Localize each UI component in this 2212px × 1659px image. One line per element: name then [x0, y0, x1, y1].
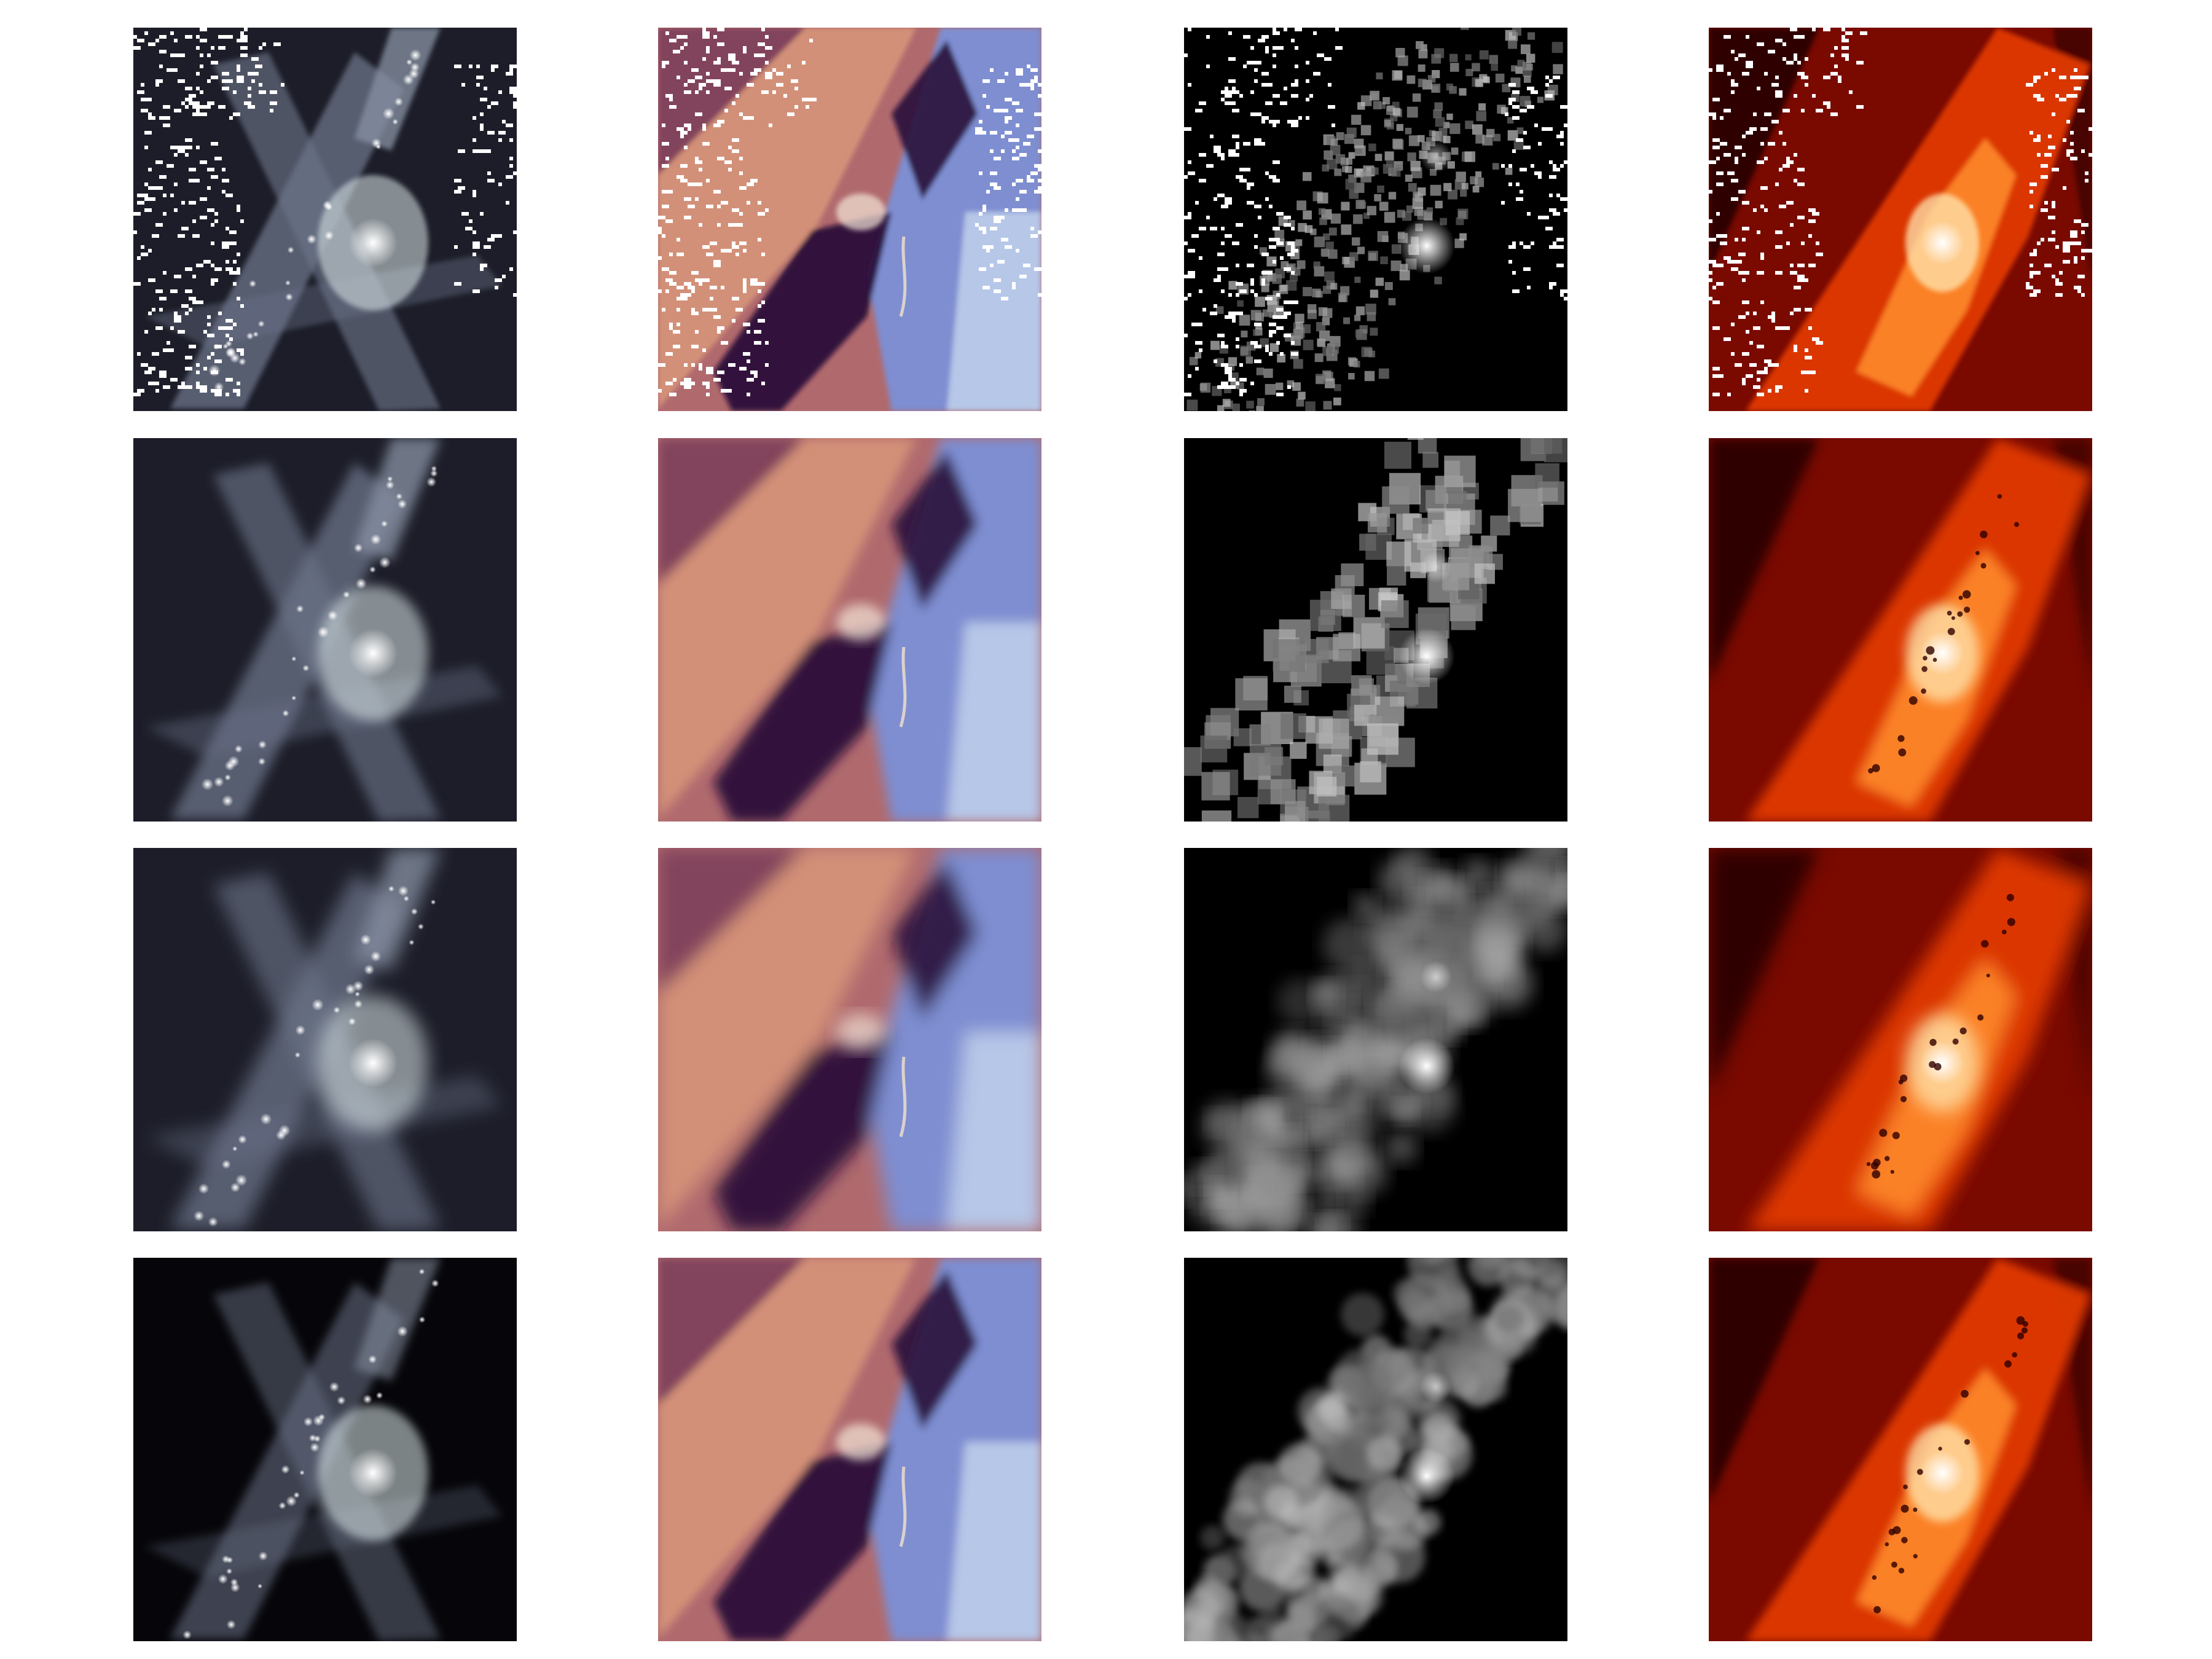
masked-pixels	[133, 28, 517, 396]
masked-pixels	[1184, 28, 1567, 396]
x-shaped-filament-structure-image	[133, 1258, 517, 1641]
panel-gist-heat-smooth	[1709, 848, 2092, 1231]
particles	[1184, 1258, 1567, 1641]
panel-gray-blocky	[1184, 438, 1567, 822]
diagonal-velocity-field-image	[658, 438, 1041, 822]
x-shaped-filament-structure-image	[133, 438, 517, 822]
panel-gray-sharp	[1184, 1258, 1567, 1641]
panel-gray-smooth	[1184, 848, 1567, 1231]
panel-bone-blocky	[133, 438, 517, 822]
masked-pixels	[658, 28, 1041, 396]
diagonal-particle-band-image	[1184, 848, 1567, 1231]
particles	[1184, 848, 1567, 1231]
diagonal-velocity-field-image	[658, 1258, 1041, 1641]
panel-gist-heat-sharp	[1709, 1258, 2092, 1641]
panel-twilight-shifted-blocky	[658, 438, 1041, 822]
diagonal-particle-band-image	[1184, 438, 1567, 822]
diagonal-temperature-band-image	[1709, 438, 2092, 822]
panel-twilight-shifted-smooth	[658, 848, 1041, 1231]
diagonal-velocity-field-image	[658, 848, 1041, 1231]
panel-bone-smooth	[133, 848, 517, 1231]
panel-bone-pixelated	[133, 28, 517, 411]
diagonal-particle-band-image	[1184, 1258, 1567, 1641]
panel-gray-pixelated	[1184, 28, 1567, 411]
panel-twilight-shifted-sharp	[658, 1258, 1041, 1641]
diagonal-particle-band-image	[1184, 28, 1567, 411]
panel-gist-heat-pixelated	[1709, 28, 2092, 411]
panel-twilight-shifted-pixelated	[658, 28, 1041, 411]
panel-bone-sharp	[133, 1258, 517, 1641]
panel-gist-heat-blocky	[1709, 438, 2092, 822]
x-shaped-filament-structure-image	[133, 848, 517, 1231]
masked-pixels	[1709, 28, 2092, 396]
diagonal-temperature-band-image	[1709, 848, 2092, 1231]
diagonal-temperature-band-image	[1709, 1258, 2092, 1641]
diagonal-velocity-field-image	[658, 28, 1041, 411]
diagonal-temperature-band-image	[1709, 28, 2092, 411]
x-shaped-filament-structure-image	[133, 28, 517, 411]
